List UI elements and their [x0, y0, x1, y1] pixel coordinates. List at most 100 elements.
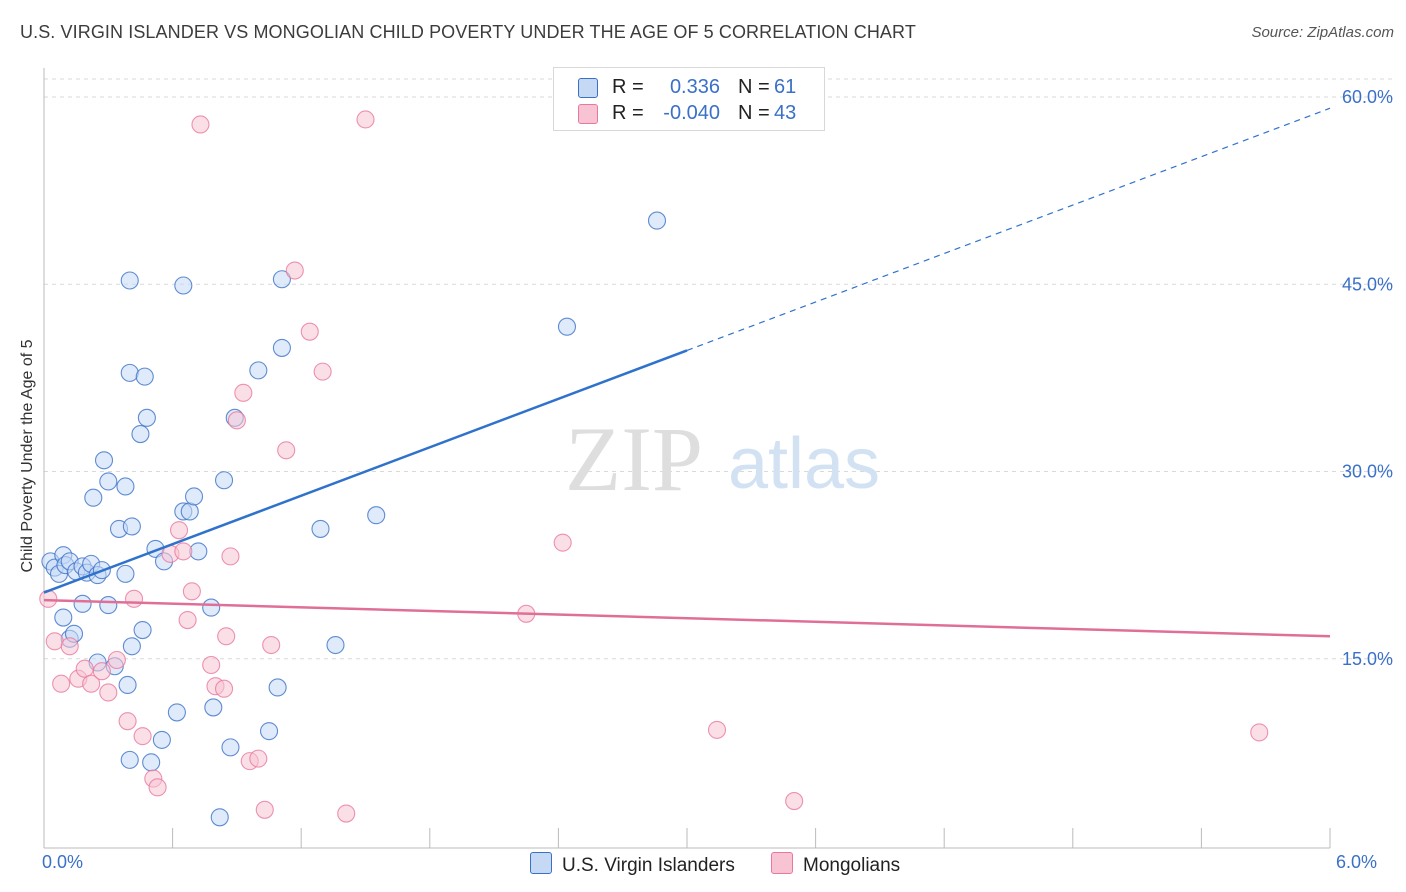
- data-point: [174, 276, 193, 295]
- legend-row-virgin-islanders: R = 0.336 N = 61: [554, 75, 824, 101]
- data-point: [118, 675, 137, 695]
- legend-row-mongolians: R = -0.040 N = 43: [554, 101, 824, 127]
- data-point: [214, 471, 234, 490]
- data-point: [356, 110, 375, 129]
- data-point: [60, 637, 79, 656]
- data-point: [99, 683, 118, 702]
- data-point: [116, 477, 135, 496]
- data-point: [285, 261, 304, 280]
- data-point: [300, 322, 319, 341]
- legend-n-value: 61: [774, 76, 797, 98]
- data-point: [249, 361, 268, 380]
- y-tick-label: 15.0%: [1342, 649, 1393, 669]
- data-point: [249, 749, 268, 768]
- data-point: [184, 487, 204, 506]
- data-point: [122, 637, 141, 656]
- y-tick-label: 30.0%: [1342, 462, 1393, 482]
- data-point: [94, 451, 114, 470]
- data-point: [122, 517, 141, 536]
- data-point: [647, 211, 667, 230]
- data-point: [84, 488, 103, 507]
- data-point: [313, 362, 332, 381]
- data-point: [272, 270, 291, 289]
- y-tick-label: 60.0%: [1342, 87, 1393, 107]
- legend-swatch-pink: [578, 104, 598, 124]
- data-point: [255, 800, 274, 819]
- data-point: [107, 650, 126, 670]
- data-point: [557, 317, 577, 336]
- legend-swatch-blue: [578, 78, 598, 98]
- watermark-atlas: atlas: [728, 424, 880, 504]
- bottom-legend-swatch-blue: [530, 852, 552, 874]
- data-point: [202, 598, 221, 617]
- legend-r-label: R =: [612, 76, 644, 98]
- data-point: [131, 424, 150, 444]
- bottom-legend-label: Mongolians: [803, 855, 901, 876]
- data-point: [116, 564, 135, 583]
- grid-lines: [44, 78, 1396, 660]
- chart-title: U.S. VIRGIN ISLANDER VS MONGOLIAN CHILD …: [20, 22, 916, 42]
- data-point: [82, 674, 101, 693]
- legend-n-label: N =: [738, 76, 770, 98]
- data-point: [52, 674, 71, 693]
- legend-n-value: 43: [774, 102, 797, 124]
- trend-line-mongolians: [43, 598, 1331, 638]
- trend-lines: [43, 107, 1331, 638]
- data-point: [133, 727, 152, 746]
- legend-r-label: R =: [612, 102, 644, 124]
- data-point: [210, 808, 229, 827]
- data-point: [272, 338, 291, 357]
- data-point: [311, 519, 330, 538]
- data-point: [221, 547, 240, 566]
- x-tick-label-max: 6.0%: [1336, 852, 1378, 872]
- data-point: [178, 611, 197, 630]
- data-point: [169, 521, 189, 540]
- data-point: [277, 441, 296, 460]
- data-point: [707, 720, 727, 739]
- bottom-legend-swatch-pink: [771, 852, 793, 874]
- data-point: [135, 367, 154, 386]
- legend-n-label: N =: [738, 102, 770, 124]
- series-virgin-islanders-points: [41, 211, 667, 827]
- data-point: [167, 703, 186, 722]
- data-point: [202, 655, 221, 675]
- bottom-legend-label: U.S. Virgin Islanders: [562, 855, 735, 876]
- chart-source: Source: ZipAtlas.com: [1251, 24, 1394, 41]
- data-point: [189, 542, 208, 561]
- y-tick-label: 45.0%: [1342, 274, 1393, 294]
- data-point: [337, 804, 356, 823]
- data-point: [259, 722, 279, 741]
- data-point: [204, 698, 223, 717]
- data-point: [553, 533, 572, 552]
- data-point: [120, 750, 139, 769]
- data-point: [118, 712, 137, 731]
- data-point: [262, 635, 281, 655]
- data-point: [99, 472, 118, 491]
- data-point: [54, 608, 73, 627]
- data-point: [39, 589, 58, 608]
- legend-r-value: -0.040: [663, 102, 720, 124]
- data-point: [191, 115, 210, 134]
- data-point: [92, 662, 111, 681]
- data-point: [120, 271, 139, 290]
- x-tick-label-min: 0.0%: [42, 852, 84, 872]
- bottom-legend-mongolians: Mongolians: [771, 852, 900, 877]
- data-point: [120, 363, 139, 382]
- data-point: [133, 620, 152, 640]
- y-tick-labels: 15.0% 30.0% 45.0% 60.0%: [1342, 87, 1393, 669]
- data-point: [326, 635, 345, 655]
- trend-line-virgin-islanders: [43, 349, 688, 594]
- data-point: [148, 778, 167, 797]
- watermark-zip: ZIP: [565, 408, 703, 510]
- bottom-legend-virgin-islanders: U.S. Virgin Islanders: [530, 852, 735, 877]
- legend-r-value: 0.336: [669, 76, 720, 98]
- series-mongolians-points: [39, 110, 1269, 823]
- data-point: [234, 383, 253, 402]
- data-point: [99, 596, 118, 615]
- data-point: [174, 542, 193, 561]
- data-point: [182, 582, 201, 601]
- data-point: [214, 679, 234, 698]
- data-point: [367, 506, 386, 525]
- data-point: [180, 502, 199, 521]
